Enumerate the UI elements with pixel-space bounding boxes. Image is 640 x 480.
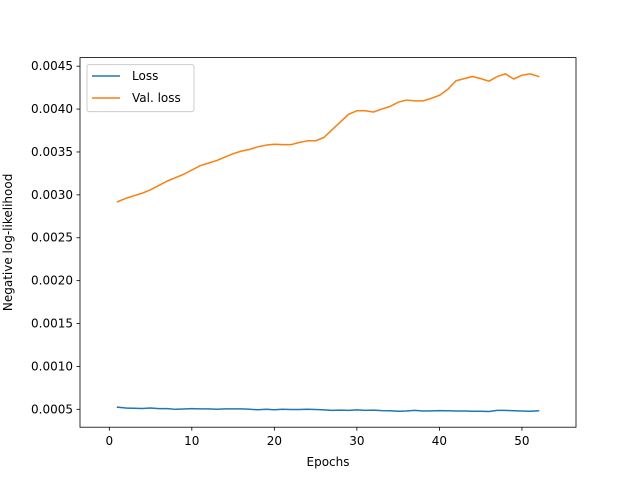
y-tick-label: 0.0035 — [31, 145, 73, 159]
legend-label-val-loss: Val. loss — [132, 91, 181, 105]
x-axis-label: Epochs — [307, 455, 350, 469]
series-line-val-loss — [116, 73, 540, 203]
y-tick-label: 0.0010 — [31, 359, 73, 373]
plot-lines — [116, 73, 540, 413]
legend: Loss Val. loss — [86, 64, 195, 113]
y-tick-label: 0.0015 — [31, 317, 73, 331]
x-axis: 0 10 20 30 40 50 — [105, 427, 530, 448]
x-tick-label: 20 — [267, 434, 282, 448]
y-tick-label: 0.0045 — [31, 59, 73, 73]
y-tick-label: 0.0040 — [31, 102, 73, 116]
y-axis: 0.0005 0.0010 0.0015 0.0020 0.0025 0.0030 0.00… — [31, 59, 80, 416]
x-tick-label: 40 — [432, 434, 447, 448]
plot-frame — [79, 57, 577, 428]
x-tick-label: 0 — [105, 434, 113, 448]
y-tick-label: 0.0020 — [31, 274, 73, 288]
y-tick-label: 0.0030 — [31, 188, 73, 202]
y-tick-label: 0.0025 — [31, 231, 73, 245]
legend-label-loss: Loss — [132, 69, 158, 83]
x-tick-label: 10 — [184, 434, 199, 448]
x-tick-label: 30 — [349, 434, 364, 448]
y-tick-label: 0.0005 — [31, 402, 73, 416]
y-axis-label: Negative log-likelihood — [1, 174, 15, 311]
x-tick-label: 50 — [514, 434, 529, 448]
series-line-loss — [116, 406, 540, 413]
